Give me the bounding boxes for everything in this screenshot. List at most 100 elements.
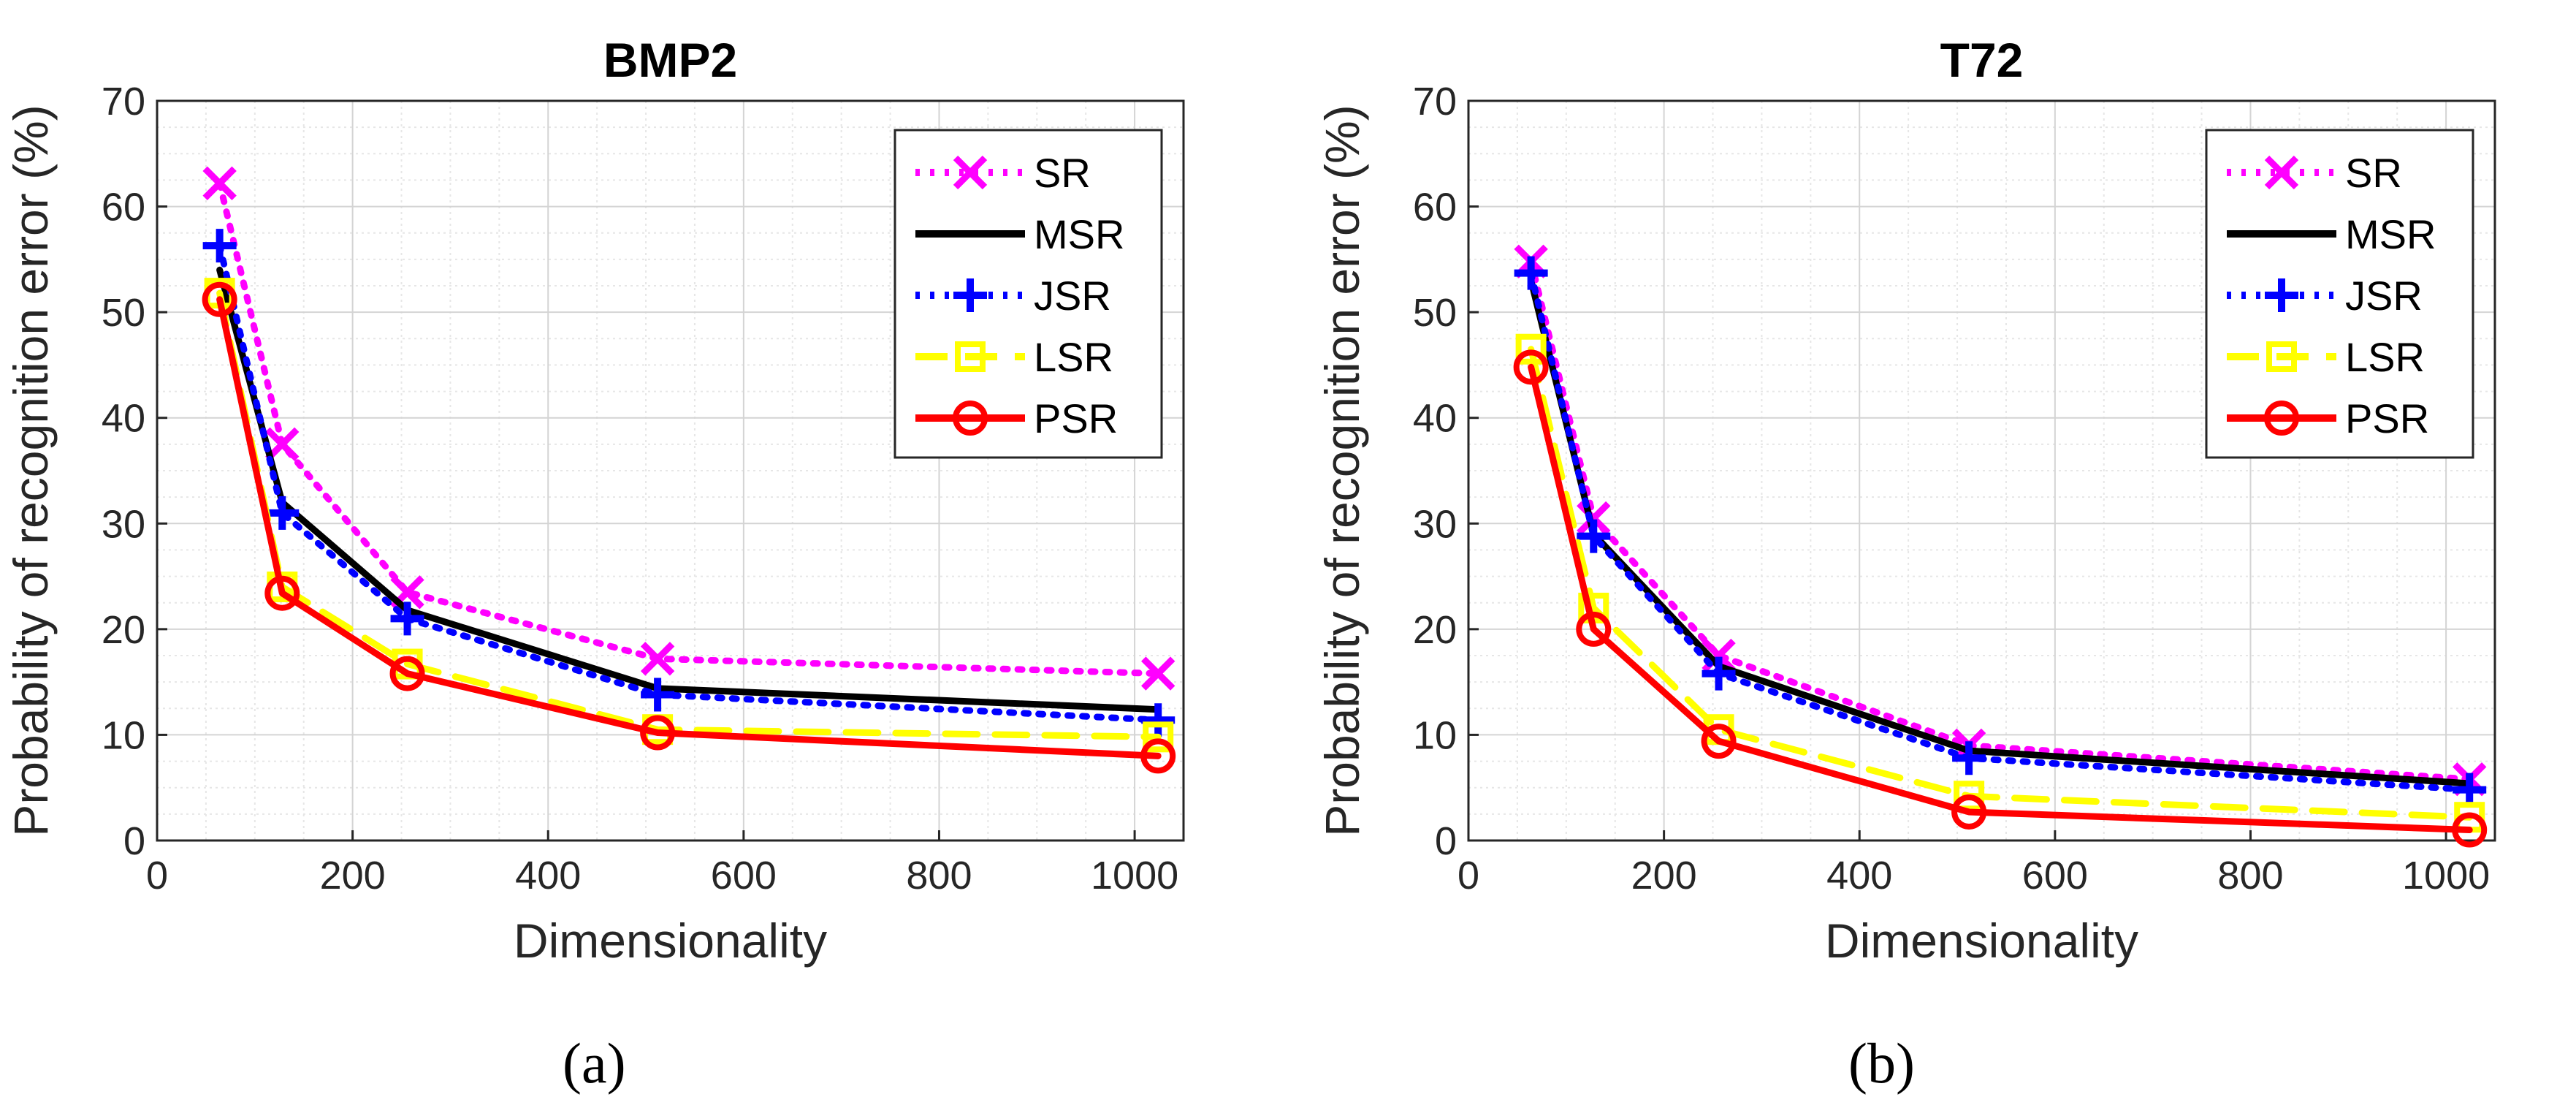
legend-label-psr: PSR: [2345, 395, 2429, 441]
y-tick-label: 60: [1413, 186, 1457, 229]
legend: SR MSR JSR LSR PSR: [893, 129, 1163, 459]
legend-label-msr: MSR: [2345, 211, 2436, 257]
caption-a: (a): [563, 1031, 626, 1096]
series-psr: [1513, 349, 2488, 848]
data-point-psr: [1701, 724, 1737, 759]
caption-b-text: (b): [1848, 1031, 1915, 1095]
x-tick-label: 1000: [2402, 854, 2490, 898]
data-point-jsr: [1141, 703, 1175, 737]
y-tick-label: 0: [123, 819, 145, 863]
y-tick-label: 30: [1413, 502, 1457, 546]
legend-label-jsr: JSR: [1034, 273, 1111, 319]
legend-marker-psr: [953, 401, 988, 436]
x-tick-label: 600: [2022, 854, 2088, 898]
legend-marker-lsr: [955, 341, 986, 372]
data-point-psr: [640, 715, 676, 751]
data-point-psr: [389, 656, 425, 691]
legend-label-msr: MSR: [1034, 211, 1124, 257]
chart-title: BMP2: [603, 33, 737, 87]
x-tick-label: 600: [711, 854, 777, 898]
series-line-psr: [1528, 363, 2473, 834]
data-point-jsr: [1702, 656, 1736, 691]
data-point-jsr: [1952, 741, 1986, 775]
series-line-sr: [216, 180, 1162, 678]
x-tick-label: 400: [1826, 854, 1892, 898]
data-point-jsr: [1514, 256, 1548, 290]
data-point-sr: [202, 166, 237, 200]
x-tick-label: 800: [906, 854, 972, 898]
legend-label-psr: PSR: [1034, 395, 1118, 441]
y-tick-label: 10: [1413, 713, 1457, 757]
series-jsr: [1514, 256, 2487, 807]
legend-marker-sr: [2264, 155, 2299, 190]
x-tick-label: 0: [1457, 854, 1479, 898]
y-tick-label: 30: [102, 502, 145, 546]
x-tick-label: 400: [515, 854, 581, 898]
y-tick-label: 40: [1413, 397, 1457, 441]
data-point-jsr: [641, 678, 675, 712]
y-tick-label: 50: [102, 291, 145, 335]
legend-marker-psr: [2264, 401, 2299, 436]
data-point-psr: [202, 281, 237, 317]
plot-area-frame: [156, 99, 1185, 842]
plot-area-frame: [1467, 99, 2496, 842]
y-tick-label: 20: [102, 608, 145, 652]
y-tick-label: 70: [1413, 80, 1457, 124]
data-point-sr: [1141, 656, 1175, 691]
series-line-psr: [216, 296, 1162, 759]
caption-a-text: (a): [563, 1031, 626, 1095]
legend-label-sr: SR: [2345, 150, 2402, 196]
x-tick-label: 800: [2217, 854, 2283, 898]
chart-bmp2: 0 200 400 600 800 1000 0 10 20 30 40 50 60 70 BMP2 Dime…: [4, 33, 1185, 968]
legend-label-lsr: LSR: [1034, 334, 1113, 380]
data-point-psr: [1576, 611, 1612, 647]
x-tick-label: 0: [146, 854, 168, 898]
data-point-psr: [264, 575, 300, 611]
data-point-jsr: [390, 602, 424, 636]
legend-label-sr: SR: [1034, 150, 1091, 196]
y-tick-label: 70: [102, 80, 145, 124]
x-axis-label: Dimensionality: [1825, 914, 2138, 968]
caption-b: (b): [1848, 1031, 1915, 1096]
data-point-jsr: [265, 496, 300, 530]
data-point-psr: [1140, 738, 1176, 774]
legend-marker-jsr: [953, 278, 987, 312]
y-tick-label: 0: [1435, 819, 1457, 863]
chart-title: T72: [1940, 33, 2024, 87]
series-jsr: [202, 229, 1175, 737]
y-tick-label: 40: [102, 397, 145, 441]
data-point-psr: [1951, 794, 1987, 830]
series-psr: [202, 281, 1176, 774]
data-point-lsr: [1954, 781, 1985, 812]
y-axis-label: Probability of recognition error (%): [4, 105, 58, 836]
data-point-psr: [1513, 349, 1549, 385]
data-point-sr: [640, 642, 675, 676]
data-point-lsr: [1143, 721, 1174, 753]
legend-marker-sr: [953, 155, 988, 190]
legend-marker-jsr: [2265, 278, 2298, 312]
y-axis-label: Probability of recognition error (%): [1315, 105, 1369, 836]
legend: SR MSR JSR LSR PSR: [2205, 129, 2474, 459]
legend-box: [893, 129, 1163, 459]
legend-marker-lsr: [2266, 341, 2297, 372]
chart-t72: 0 200 400 600 800 1000 0 10 20 30 40 50 60 70 T72 Dimen…: [1315, 33, 2496, 968]
y-tick-label: 10: [102, 713, 145, 757]
x-tick-label: 200: [320, 854, 386, 898]
x-tick-label: 1000: [1091, 854, 1178, 898]
data-point-jsr: [1577, 519, 1611, 553]
legend-label-lsr: LSR: [2345, 334, 2425, 380]
y-tick-label: 20: [1413, 608, 1457, 652]
data-point-psr: [2452, 812, 2488, 848]
series-line-lsr: [1528, 346, 2473, 821]
data-point-sr: [1577, 501, 1611, 536]
data-point-jsr: [202, 229, 237, 263]
y-tick-label: 50: [1413, 291, 1457, 335]
data-point-jsr: [2453, 773, 2487, 807]
x-tick-label: 200: [1631, 854, 1697, 898]
data-point-lsr: [1515, 333, 1547, 365]
x-axis-label: Dimensionality: [514, 914, 827, 968]
y-tick-label: 60: [102, 186, 145, 229]
legend-box: [2205, 129, 2474, 459]
legend-label-jsr: JSR: [2345, 273, 2423, 319]
